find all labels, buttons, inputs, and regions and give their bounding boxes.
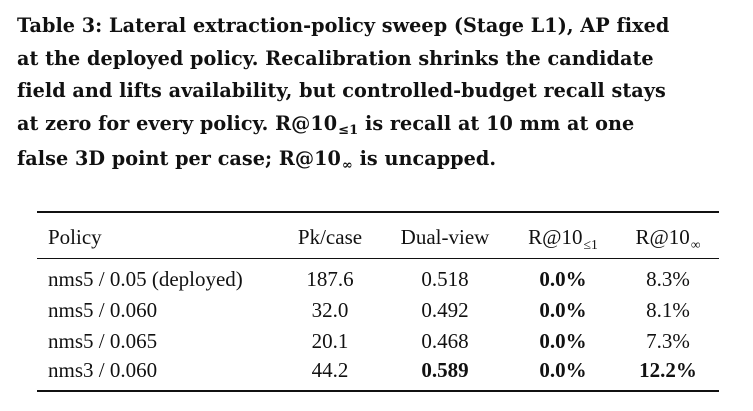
- row-1-pk-case: 187.6: [306, 267, 354, 291]
- caption-line-1: Table 3: Lateral extraction-policy sweep…: [17, 10, 741, 43]
- table-caption: Table 3: Lateral extraction-policy sweep…: [17, 10, 741, 179]
- table-bottom-rule: [37, 390, 719, 392]
- caption-label: Table 3:: [17, 14, 103, 37]
- caption-text-4b: is recall at 10 mm at one: [358, 111, 635, 135]
- header-r10-uncapped-sub: ∞: [690, 236, 701, 252]
- caption-subscript-capped: ≤1: [338, 122, 359, 138]
- header-pk-case: Pk/case: [297, 225, 363, 249]
- row-1-r10-capped: 0.0%: [539, 267, 587, 291]
- row-1-r10-uncapped: 8.3%: [646, 267, 690, 291]
- table-header-rule: [37, 258, 719, 259]
- header-r10-capped-base: R@10: [528, 225, 583, 249]
- caption-line-4: at zero for every policy. R@10≤1 is reca…: [17, 108, 741, 144]
- caption-subscript-uncapped: ∞: [341, 158, 353, 174]
- header-r10-capped-sub: ≤1: [583, 236, 598, 252]
- row-3-pk-case: 20.1: [311, 329, 349, 353]
- row-4-policy: nms3 / 0.060: [48, 358, 158, 382]
- row-4-r10-uncapped: 12.2%: [639, 358, 697, 382]
- caption-text-4a: at zero for every policy. R@10: [17, 111, 338, 135]
- row-3-dual-view: 0.468: [421, 329, 469, 353]
- row-2-dual-view: 0.492: [421, 298, 469, 322]
- row-3-r10-uncapped: 7.3%: [646, 329, 690, 353]
- caption-text-5a: false 3D point per case; R@10: [17, 147, 341, 170]
- row-1-policy: nms5 / 0.05 (deployed): [48, 267, 243, 291]
- row-3-r10-capped: 0.0%: [539, 329, 587, 353]
- header-dual-view: Dual-view: [400, 225, 490, 249]
- row-2-r10-capped: 0.0%: [539, 298, 587, 322]
- header-r10-capped: R@10≤1: [528, 222, 598, 255]
- row-2-pk-case: 32.0: [311, 298, 349, 322]
- caption-text-1: Lateral extraction-policy sweep (Stage L…: [109, 14, 670, 37]
- row-4-dual-view: 0.589: [421, 358, 469, 382]
- caption-line-2: at the deployed policy. Recalibration sh…: [17, 46, 654, 70]
- row-1-dual-view: 0.518: [421, 267, 469, 291]
- caption-line-5: false 3D point per case; R@10∞ is uncapp…: [17, 143, 741, 179]
- row-3-policy: nms5 / 0.065: [48, 329, 158, 353]
- row-4-r10-capped: 0.0%: [539, 358, 587, 382]
- row-4-pk-case: 44.2: [311, 358, 349, 382]
- table-top-rule: [37, 211, 719, 213]
- caption-text-5b: is uncapped.: [352, 147, 497, 170]
- header-r10-uncapped-base: R@10: [635, 225, 690, 249]
- caption-line-3: field and lifts availability, but contro…: [17, 79, 666, 102]
- row-2-r10-uncapped: 8.1%: [646, 298, 690, 322]
- row-2-policy: nms5 / 0.060: [48, 298, 158, 322]
- header-policy: Policy: [48, 225, 102, 249]
- header-r10-uncapped: R@10∞: [635, 222, 700, 255]
